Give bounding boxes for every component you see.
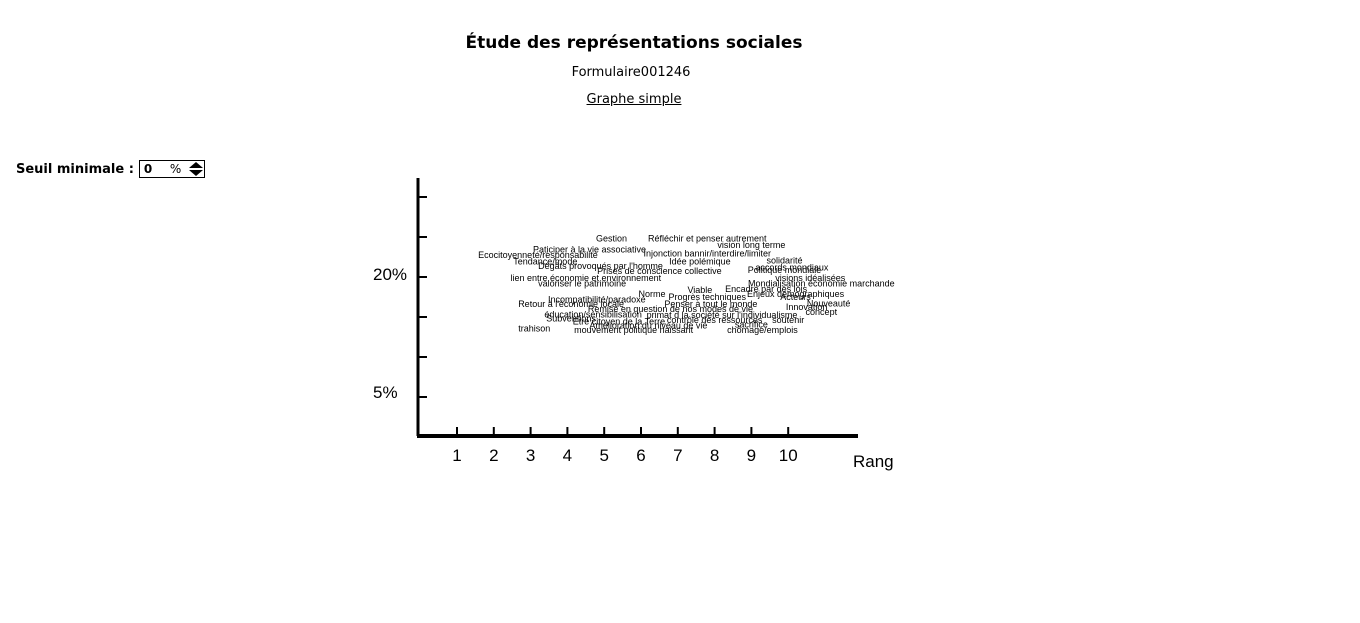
word-label: Progrès techniques [668,292,746,302]
word-label: Ecocitoyenneté/responsabilité [478,250,598,260]
word-label: Réfléchir et penser autrement [648,234,767,244]
x-tick-label: 6 [636,446,645,465]
word-label: chômage/emplois [727,325,798,335]
graph-simple-link[interactable]: Graphe simple [586,92,682,107]
x-tick-label: 8 [710,446,719,465]
word-label: Incompatibilité/paradoxe [548,294,646,304]
spinner-up-icon[interactable] [189,162,204,168]
threshold-field: % [138,160,205,178]
word-label: Penser à tout le monde [664,299,757,309]
word-label: mouvement politique naissant [574,325,694,335]
word-label: accords mondiaux [755,263,829,273]
word-label: Gestion [596,234,627,244]
word-label: trahison [518,324,550,334]
word-label: Mondialisation économie marchande [748,279,895,289]
word-label: Idée polémique [669,256,731,266]
word-label: Dégâts provoqués par l'homme [538,261,663,271]
word-label: Prises de conscience collective [597,266,722,276]
word-label: Amélioration du niveau de vie [589,320,707,330]
word-label: sacrifice [735,320,768,330]
rank-chart: 20% 5% 1 2 3 4 5 6 7 8 9 10 Rang Gestion Réfléchir… [373,178,895,471]
x-tick-label: 3 [526,446,535,465]
y-tick-marks [418,196,427,398]
word-label: Norme [639,289,666,299]
x-tick-label: 2 [489,446,498,465]
word-label: valoriser le patrimoine [538,279,626,289]
x-tick-label: 9 [747,446,756,465]
word-label: Remise en question de nos modes de vie [588,304,753,314]
word-label: visions idéalisées [775,273,846,283]
threshold-input[interactable] [139,162,168,176]
threshold-unit: % [169,162,182,176]
word-label: Acteurs [780,292,811,302]
word-label: Enjeux démographiques [747,289,845,299]
threshold-spinner [189,162,204,176]
x-tick-label: 7 [673,446,682,465]
word-label: soutenir [772,315,804,325]
word-label: Encadré par des lois [725,284,808,294]
word-label: vision long terme [717,240,785,250]
form-id: Formulaire001246 [571,65,691,80]
y-tick-label-20: 20% [373,265,407,284]
threshold-label: Seuil minimale : [16,161,134,177]
word-labels: Gestion Réfléchir et penser autrementvisi… [478,234,894,336]
y-tick-label-5: 5% [373,383,398,402]
word-label: concept [806,307,838,317]
x-tick-label: 4 [563,446,572,465]
word-label: Paticiper à la vie associative [533,245,646,255]
page-title: Étude des représentations sociales [465,33,803,53]
word-label: Retour à l'économie locale [518,299,624,309]
x-tick-label: 1 [452,446,461,465]
word-label: Nouveauté [807,298,851,308]
x-ticks: 1 2 3 4 5 6 7 8 9 10 [452,427,798,465]
word-label: contrôle des ressources [667,315,763,325]
word-label: lien entre économie et environnement [511,273,662,283]
threshold-control: Seuil minimale : % [16,160,205,178]
word-label: Politique mondiale [748,265,822,275]
word-label: Innovation [786,302,828,312]
word-label: Viable [687,285,712,295]
word-label: éducation/sensibilisation [544,309,642,319]
word-label: primat d la société sur l'individualisme [647,310,798,320]
x-tick-label: 5 [599,446,608,465]
word-label: Tendance/mode [513,256,577,266]
word-label: solidarité [767,256,803,266]
x-tick-label: 10 [779,446,798,465]
word-label: Subventions [546,313,596,323]
word-label: Etre citoyen de la Terre [573,316,665,326]
spinner-down-icon[interactable] [189,170,204,176]
x-axis-label: Rang [853,452,894,471]
word-label: Injonction bannir/interdire/limiter [643,249,771,259]
